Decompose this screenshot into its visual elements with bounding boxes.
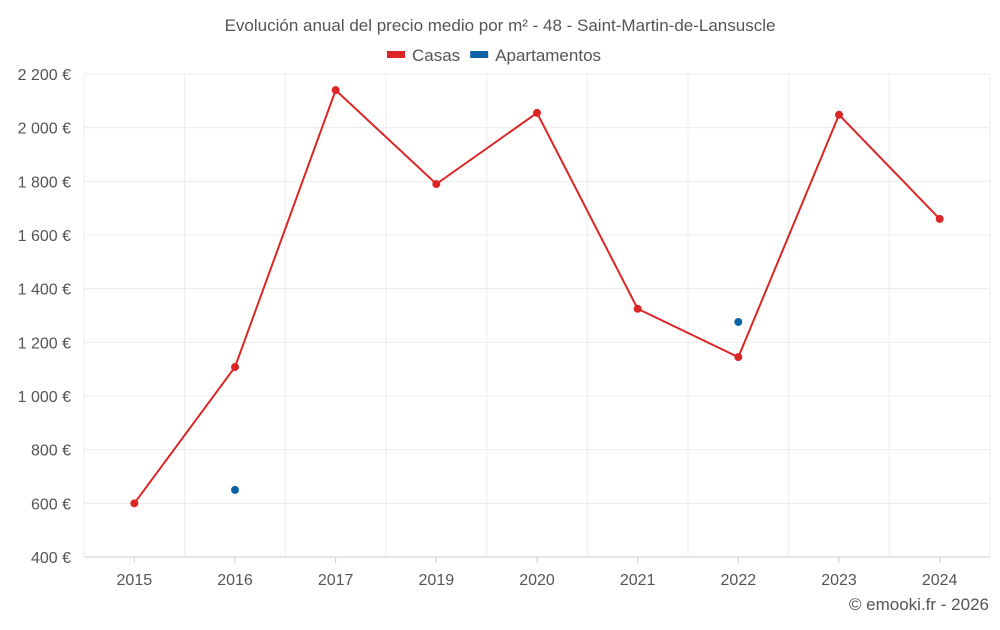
data-point xyxy=(935,214,944,223)
y-tick-label: 1 600 € xyxy=(18,228,71,245)
x-tick-label: 2019 xyxy=(419,572,455,589)
data-point xyxy=(432,180,441,189)
x-tick-label: 2022 xyxy=(721,572,757,589)
x-tick-label: 2024 xyxy=(922,572,958,589)
grid xyxy=(83,73,991,558)
chart-title: Evolución anual del precio medio por m² … xyxy=(225,16,776,35)
data-point xyxy=(835,110,843,119)
credit-text: © emooki.fr - 2026 xyxy=(849,595,989,614)
y-tick-label: 1 200 € xyxy=(18,335,71,352)
y-tick-label: 2 000 € xyxy=(18,121,71,138)
legend-swatch xyxy=(387,51,405,58)
legend-label: Casas xyxy=(412,46,460,65)
y-tick-label: 800 € xyxy=(31,443,71,460)
y-tick-label: 2 200 € xyxy=(18,67,71,84)
data-point xyxy=(130,499,139,508)
series-line xyxy=(133,88,941,504)
legend: Casas Apartamentos xyxy=(387,46,601,65)
legend-swatch xyxy=(470,51,489,58)
y-tick-label: 400 € xyxy=(31,550,71,567)
legend-label: Apartamentos xyxy=(495,46,601,65)
x-tick-label: 2020 xyxy=(519,572,555,589)
series xyxy=(130,86,944,508)
x-tick-label: 2015 xyxy=(117,572,153,589)
x-tick-label: 2021 xyxy=(620,572,656,589)
data-point xyxy=(533,108,541,117)
data-point xyxy=(734,353,743,362)
x-tick-label: 2016 xyxy=(217,572,253,589)
x-tick-label: 2023 xyxy=(821,572,857,589)
y-tick-label: 1 400 € xyxy=(18,282,71,299)
data-point xyxy=(231,485,239,494)
series-casas xyxy=(130,86,944,508)
y-tick-label: 600 € xyxy=(31,496,71,513)
series-apartamentos xyxy=(231,317,743,494)
x-tick-label: 2017 xyxy=(318,572,354,589)
y-tick-label: 1 000 € xyxy=(18,389,71,406)
data-point xyxy=(734,317,743,326)
data-point xyxy=(633,304,642,313)
data-point xyxy=(331,86,340,95)
y-tick-label: 1 800 € xyxy=(18,174,71,191)
axes: 400 € 600 € 800 € 1 000 € 1 200 € 1 400 € 1 60… xyxy=(18,67,958,589)
data-point xyxy=(231,363,239,372)
